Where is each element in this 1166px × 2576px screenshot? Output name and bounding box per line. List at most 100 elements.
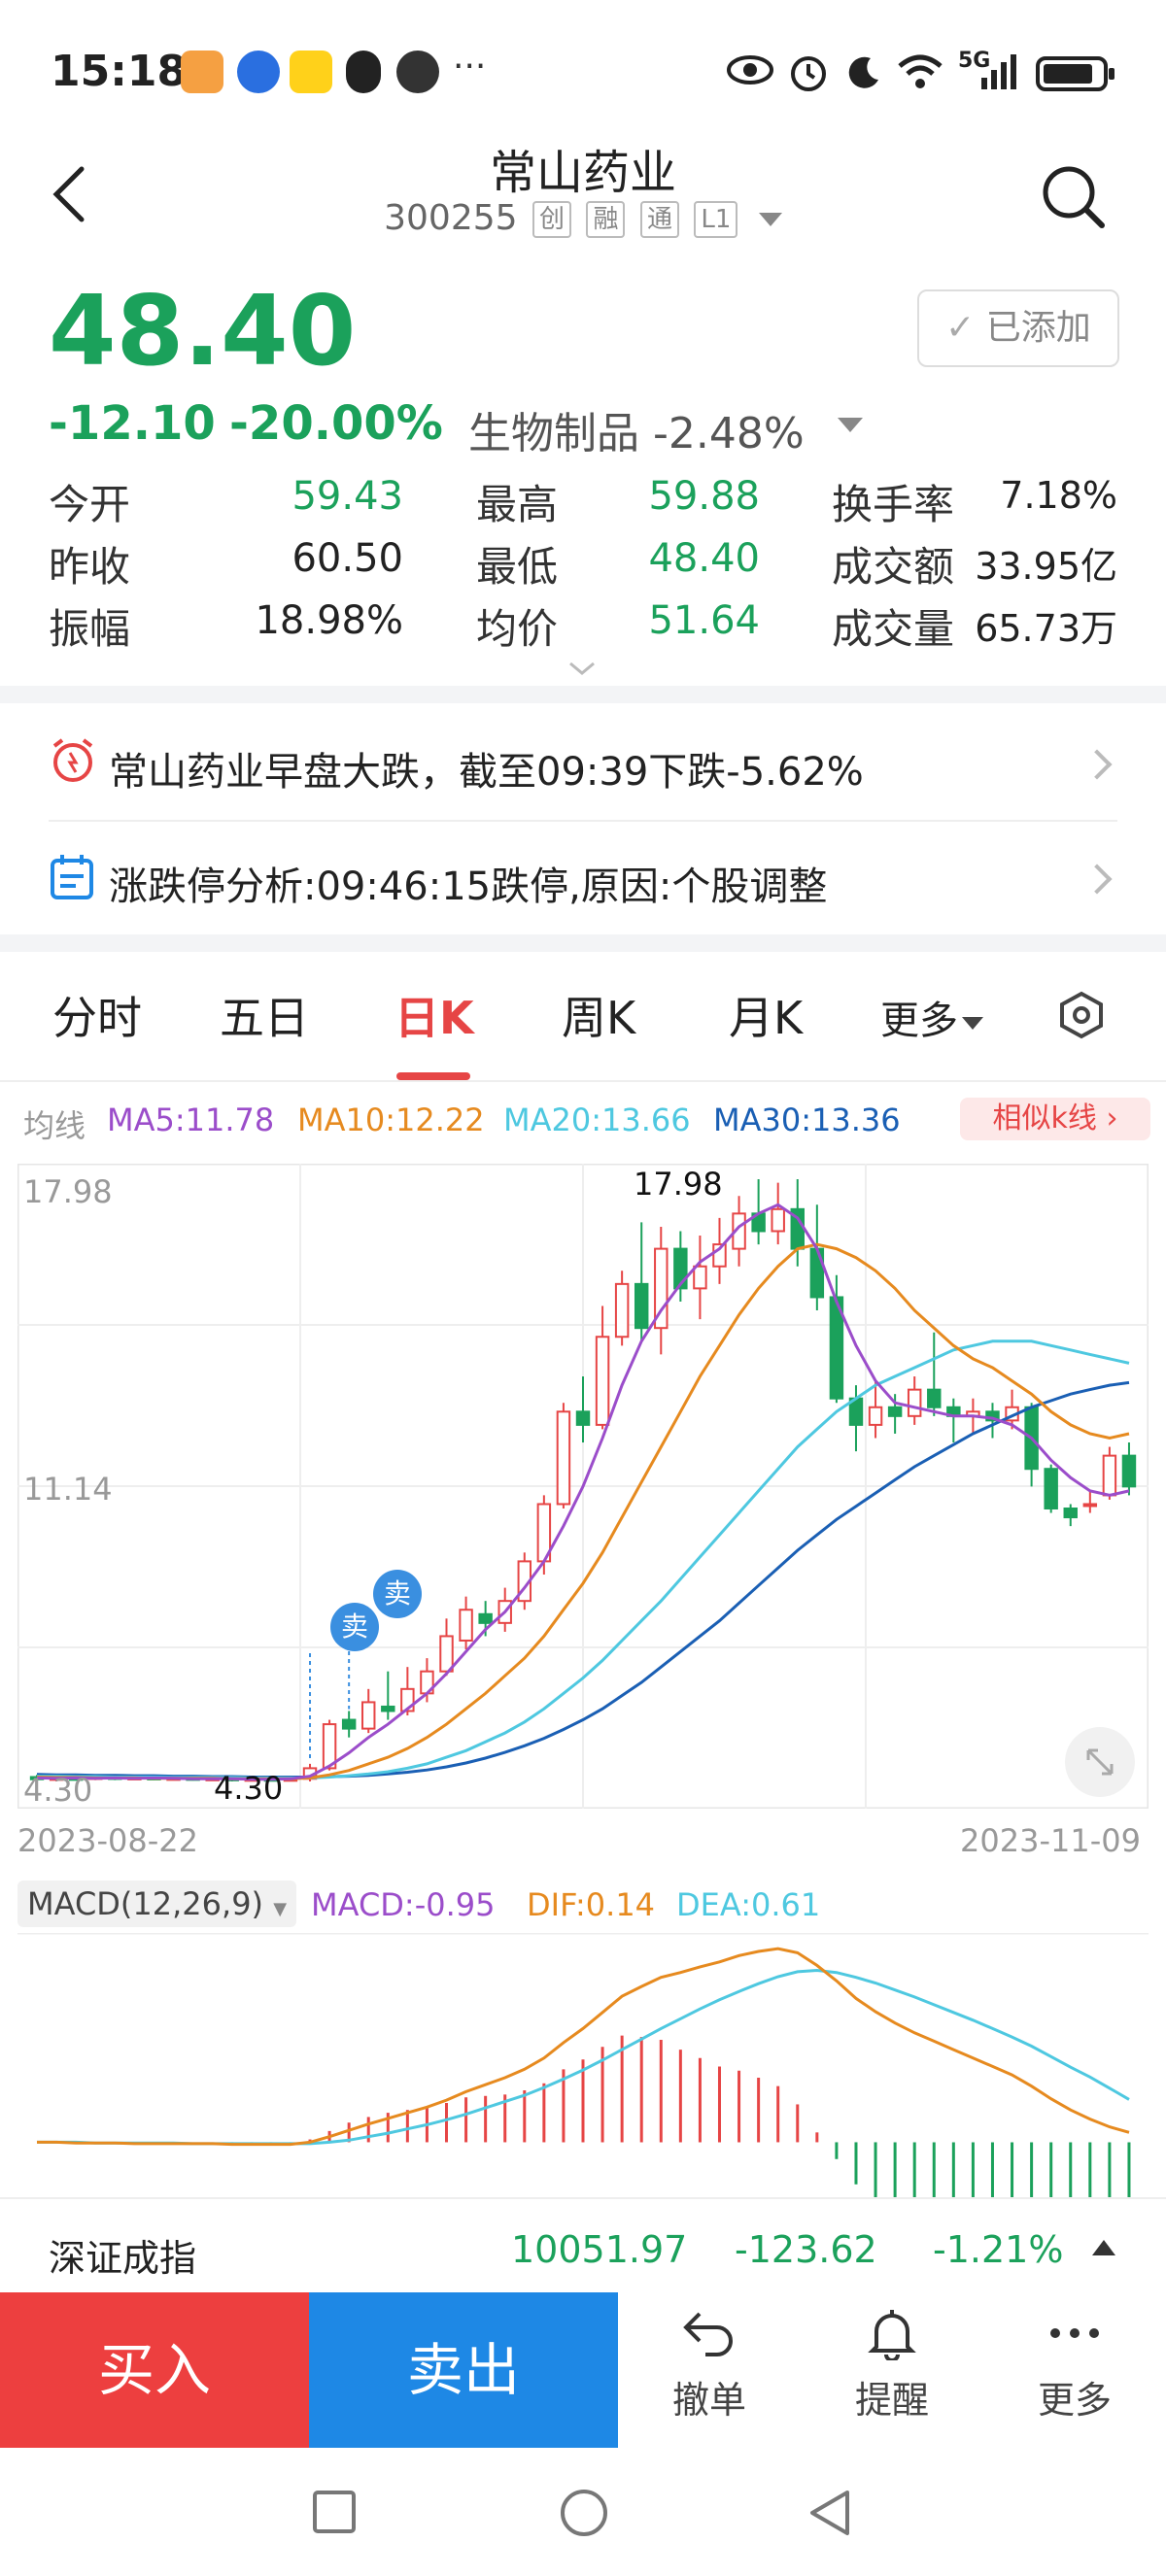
- candle: [575, 1410, 591, 1426]
- stat-label: 最高: [476, 481, 559, 528]
- cancel-order-label: 撤单: [671, 2379, 746, 2422]
- sector-dropdown-icon[interactable]: [838, 418, 863, 432]
- macd-chart[interactable]: [17, 1933, 1149, 2197]
- candle: [322, 1723, 337, 1770]
- tab-daily-k[interactable]: 日K: [394, 992, 474, 1044]
- network-type: 5G: [958, 49, 991, 73]
- stat-label: 振幅: [49, 605, 131, 653]
- tab-weekly-k[interactable]: 周K: [562, 992, 636, 1044]
- candle: [341, 1718, 357, 1730]
- stat-value: 18.98%: [255, 598, 403, 643]
- battery-icon: [1036, 56, 1115, 91]
- divider: [0, 1080, 1166, 1082]
- recent-apps-icon[interactable]: [311, 2489, 358, 2535]
- app-notification-icon: [237, 51, 280, 93]
- current-price: 48.40: [49, 274, 357, 388]
- stat-value: 48.40: [648, 536, 760, 581]
- ma-label[interactable]: 均线: [23, 1107, 86, 1144]
- candle: [1044, 1468, 1058, 1510]
- similar-kline-button[interactable]: 相似k线 ›: [960, 1098, 1150, 1140]
- dropdown-icon: ▼: [273, 1899, 288, 1919]
- meituan-icon: [290, 51, 332, 93]
- candle: [732, 1212, 746, 1250]
- candle: [459, 1609, 473, 1642]
- stock-name: 常山药业: [489, 146, 676, 200]
- stat-label: 昨收: [49, 543, 131, 591]
- divider: [0, 686, 1166, 703]
- news-item[interactable]: 常山药业早盘大跌，截至09:39下跌-5.62%: [109, 750, 864, 795]
- stat-label: 今开: [49, 481, 131, 528]
- divider: [0, 934, 1166, 952]
- tab-monthly-k[interactable]: 月K: [729, 992, 804, 1044]
- sell-marker[interactable]: 卖: [373, 1570, 422, 1618]
- undo-icon: [683, 2312, 733, 2356]
- more-label: 更多: [1037, 2379, 1112, 2422]
- index-value: 10051.97: [511, 2228, 688, 2271]
- wifi-icon: [898, 54, 943, 88]
- candlestick-chart[interactable]: [17, 1164, 1149, 1809]
- candle: [927, 1388, 942, 1408]
- candle: [887, 1406, 903, 1417]
- price-change-pct: -20.00%: [229, 396, 443, 451]
- dif-line: [37, 1947, 1130, 2147]
- divider: [49, 820, 1117, 822]
- index-change-pct: -1.21%: [933, 2228, 1064, 2271]
- alarm-icon: [49, 736, 97, 789]
- index-ticker[interactable]: 深证成指 10051.97 -123.62 -1.21%: [0, 2197, 1166, 2292]
- app-notification-icon: [181, 51, 223, 93]
- macd-selector[interactable]: MACD(12,26,9) ▼: [17, 1881, 297, 1927]
- stock-code-row[interactable]: 300255 创 融 通 L1: [0, 198, 1166, 238]
- status-bar: 15:18 ··· 5G: [0, 0, 1166, 146]
- buy-button[interactable]: 买入: [0, 2292, 309, 2448]
- candle: [556, 1410, 571, 1506]
- moon-icon: [848, 56, 878, 88]
- dropdown-icon: [962, 1016, 983, 1030]
- candle: [771, 1207, 785, 1233]
- signal-icon: [981, 54, 1016, 89]
- remind-label: 提醒: [854, 2379, 929, 2422]
- stat-value: 59.43: [292, 474, 403, 519]
- tab-more[interactable]: 更多: [880, 989, 983, 1045]
- back-icon[interactable]: [51, 165, 89, 223]
- price-change: -12.10: [49, 396, 216, 451]
- active-tab-indicator: [396, 1072, 470, 1080]
- tab-intraday[interactable]: 分时: [52, 992, 142, 1044]
- stat-label: 成交额: [832, 543, 955, 591]
- bell-icon: [868, 2310, 916, 2360]
- x-axis-start-label: 2023-08-22: [17, 1822, 198, 1859]
- ma30-value: MA30:13.36: [713, 1102, 901, 1138]
- fullscreen-button[interactable]: [1065, 1727, 1135, 1797]
- candle: [693, 1265, 707, 1290]
- dif-value: DIF:0.14: [527, 1886, 656, 1923]
- tag-tong: 通: [639, 201, 679, 238]
- expand-up-icon[interactable]: [1092, 2240, 1115, 2255]
- search-icon[interactable]: [1040, 163, 1108, 231]
- added-watchlist-button[interactable]: ✓ 已添加: [917, 289, 1119, 367]
- wechat-icon: [396, 51, 439, 93]
- candle: [809, 1247, 825, 1299]
- sector-info[interactable]: 生物制品 -2.48%: [468, 409, 805, 458]
- back-nav-icon[interactable]: [806, 2487, 853, 2539]
- y-axis-top-label: 17.98: [23, 1173, 113, 1210]
- more-button[interactable]: 更多: [997, 2306, 1152, 2423]
- cancel-order-button[interactable]: 撤单: [632, 2306, 787, 2423]
- tab-five-day[interactable]: 五日: [220, 992, 309, 1044]
- home-icon[interactable]: [558, 2487, 610, 2539]
- tag-chuang: 创: [532, 201, 572, 238]
- sell-button[interactable]: 卖出: [309, 2292, 618, 2448]
- candle: [1082, 1503, 1098, 1508]
- settings-hexagon-icon[interactable]: [1057, 991, 1106, 1039]
- candle: [439, 1635, 454, 1673]
- y-axis-low-label: 4.30: [23, 1772, 93, 1809]
- remind-button[interactable]: 提醒: [814, 2306, 970, 2423]
- index-name: 深证成指: [49, 2237, 197, 2280]
- sell-marker[interactable]: 卖: [330, 1603, 379, 1651]
- qq-icon: [346, 51, 381, 93]
- candle: [381, 1705, 395, 1712]
- stat-value: 51.64: [648, 598, 760, 643]
- macd-value: MACD:-0.95: [311, 1886, 496, 1923]
- expand-chevron-icon[interactable]: [567, 661, 597, 676]
- news-item[interactable]: 涨跌停分析:09:46:15跌停,原因:个股调整: [109, 864, 828, 909]
- y-axis-mid-label: 11.14: [23, 1471, 113, 1508]
- ma5-line: [36, 1203, 1130, 1781]
